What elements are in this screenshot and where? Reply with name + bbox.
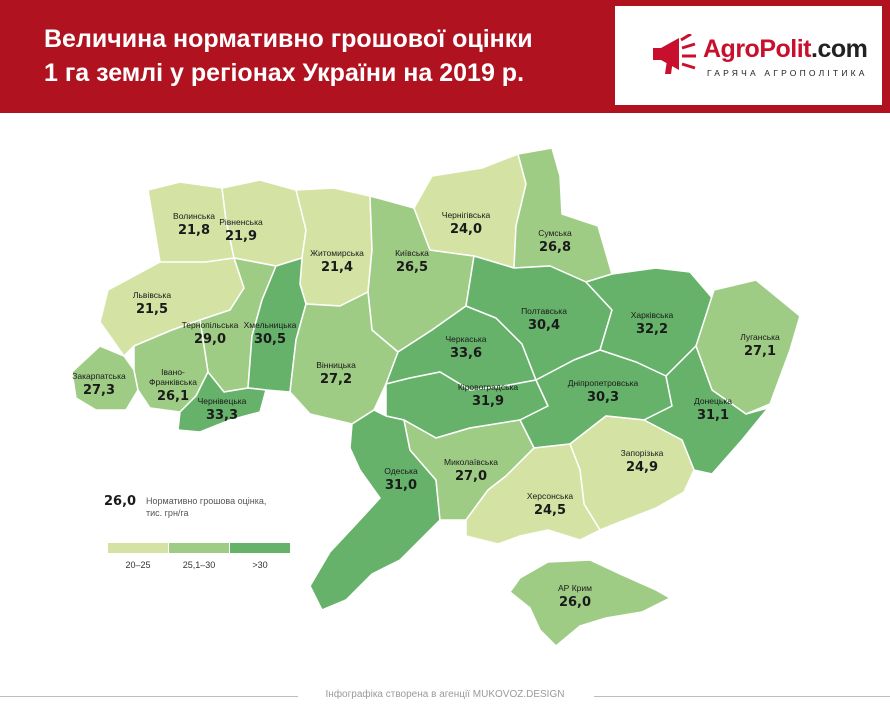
region-ar-krym[interactable] xyxy=(509,559,671,647)
page-title: Величина нормативно грошової оцінки 1 га… xyxy=(44,22,533,90)
region-chernivetska[interactable] xyxy=(177,371,267,433)
region-name-chernivetska: Чернівецька xyxy=(198,396,247,406)
region-zhytomyrska[interactable] xyxy=(295,187,373,307)
region-name-sumska: Сумська xyxy=(538,228,572,238)
legend-label-high: >30 xyxy=(252,560,268,570)
region-name-kirovohradska: Кіровоградська xyxy=(458,382,519,392)
legend-swatch-high xyxy=(230,543,290,553)
title-line-1: Величина нормативно грошової оцінки xyxy=(44,25,533,53)
legend-label-low: 20–25 xyxy=(125,560,151,570)
footer-divider-left xyxy=(0,696,298,697)
logo-tagline: ГАРЯЧА АГРОПОЛІТИКА xyxy=(707,68,868,78)
region-value-zaporizka: 24,9 xyxy=(626,460,658,475)
region-value-donetska: 31,1 xyxy=(697,408,729,423)
footer-divider-right xyxy=(594,696,890,697)
region-value-poltavska: 30,4 xyxy=(528,318,560,333)
region-value-ar-krym: 26,0 xyxy=(559,595,591,610)
ukraine-map: Волинська 21,8 Рівненська 21,9 Житомирська 21… xyxy=(71,147,801,647)
region-value-odeska: 31,0 xyxy=(385,478,417,493)
legend-swatch-low xyxy=(108,543,168,553)
region-name-ar-krym: АР Крим xyxy=(558,583,592,593)
region-value-ternopilska: 29,0 xyxy=(194,332,226,347)
region-name-ivano-frankivska-0: Івано- xyxy=(161,367,185,377)
legend-description: Нормативно грошова оцінка, тис. грн/га xyxy=(146,495,306,519)
region-name-zakarpatska: Закарпатська xyxy=(72,371,126,381)
legend-swatch-mid xyxy=(169,543,229,553)
region-value-khersonska: 24,5 xyxy=(534,503,566,518)
region-value-dnipropetrovska: 30,3 xyxy=(587,390,619,405)
region-value-zakarpatska: 27,3 xyxy=(83,383,115,398)
region-name-khersonska: Херсонська xyxy=(527,491,573,501)
region-name-vinnytska: Вінницька xyxy=(316,360,356,370)
region-value-ivano-frankivska: 26,1 xyxy=(157,389,189,404)
region-value-volynska: 21,8 xyxy=(178,223,210,238)
region-name-cherkaska: Черкаська xyxy=(445,334,486,344)
region-sumska[interactable] xyxy=(513,147,613,283)
region-value-khmelnytska: 30,5 xyxy=(254,332,286,347)
region-name-rivnenska: Рівненська xyxy=(219,217,263,227)
region-name-poltavska: Полтавська xyxy=(521,306,567,316)
region-value-luhanska: 27,1 xyxy=(744,344,776,359)
region-name-volynska: Волинська xyxy=(173,211,215,221)
legend-sample-value: 26,0 xyxy=(104,494,137,509)
region-name-chernihivska: Чернігівська xyxy=(442,210,491,220)
legend-label-mid: 25,1–30 xyxy=(182,560,216,570)
region-name-dnipropetrovska: Дніпропетровська xyxy=(568,378,639,388)
region-value-cherkaska: 33,6 xyxy=(450,346,482,361)
logo-domain: .com xyxy=(811,35,868,63)
agropolit-logo[interactable]: AgroPolit.com ГАРЯЧА АГРОПОЛІТИКА xyxy=(615,6,882,105)
region-value-zhytomyrska: 21,4 xyxy=(321,260,353,275)
legend-description-line-2: тис. грн/га xyxy=(146,508,189,518)
region-value-kirovohradska: 31,9 xyxy=(472,394,504,409)
region-name-lvivska: Львівська xyxy=(133,290,171,300)
region-name-ivano-frankivska-1: Франківська xyxy=(149,377,197,387)
logo-wordmark: AgroPolit.com xyxy=(703,35,868,64)
region-value-kyivska: 26,5 xyxy=(396,260,428,275)
region-value-vinnytska: 27,2 xyxy=(320,372,352,387)
region-donetska[interactable] xyxy=(643,345,769,475)
region-khersonska[interactable] xyxy=(465,443,601,545)
region-value-chernivetska: 33,3 xyxy=(206,408,238,423)
region-name-donetska: Донецька xyxy=(694,396,732,406)
region-value-rivnenska: 21,9 xyxy=(225,229,257,244)
region-value-sumska: 26,8 xyxy=(539,240,571,255)
region-name-zhytomyrska: Житомирська xyxy=(310,248,364,258)
header-banner: Величина нормативно грошової оцінки 1 га… xyxy=(0,0,890,113)
region-name-kyivska: Київська xyxy=(395,248,429,258)
region-vinnytska[interactable] xyxy=(289,291,399,425)
region-value-kharkivska: 32,2 xyxy=(636,322,668,337)
region-name-luhanska: Луганська xyxy=(740,332,780,342)
region-name-odeska: Одеська xyxy=(384,466,418,476)
region-name-ternopilska: Тернопільська xyxy=(182,320,239,330)
region-value-chernihivska: 24,0 xyxy=(450,222,482,237)
title-line-2: 1 га землі у регіонах України на 2019 р. xyxy=(44,59,525,87)
region-name-mykolaivska: Миколаївська xyxy=(444,457,498,467)
region-name-zaporizka: Запорізька xyxy=(621,448,664,458)
region-value-mykolaivska: 27,0 xyxy=(455,469,487,484)
region-name-khmelnytska: Хмельницька xyxy=(244,320,297,330)
megaphone-icon xyxy=(653,34,696,74)
legend-description-line-1: Нормативно грошова оцінка, xyxy=(146,496,267,506)
region-name-kharkivska: Харківська xyxy=(631,310,674,320)
region-value-lvivska: 21,5 xyxy=(136,302,168,317)
logo-name: AgroPolit xyxy=(703,35,812,63)
footer-credit: Інфографіка створена в агенції MUKOVOZ.D… xyxy=(325,689,565,700)
